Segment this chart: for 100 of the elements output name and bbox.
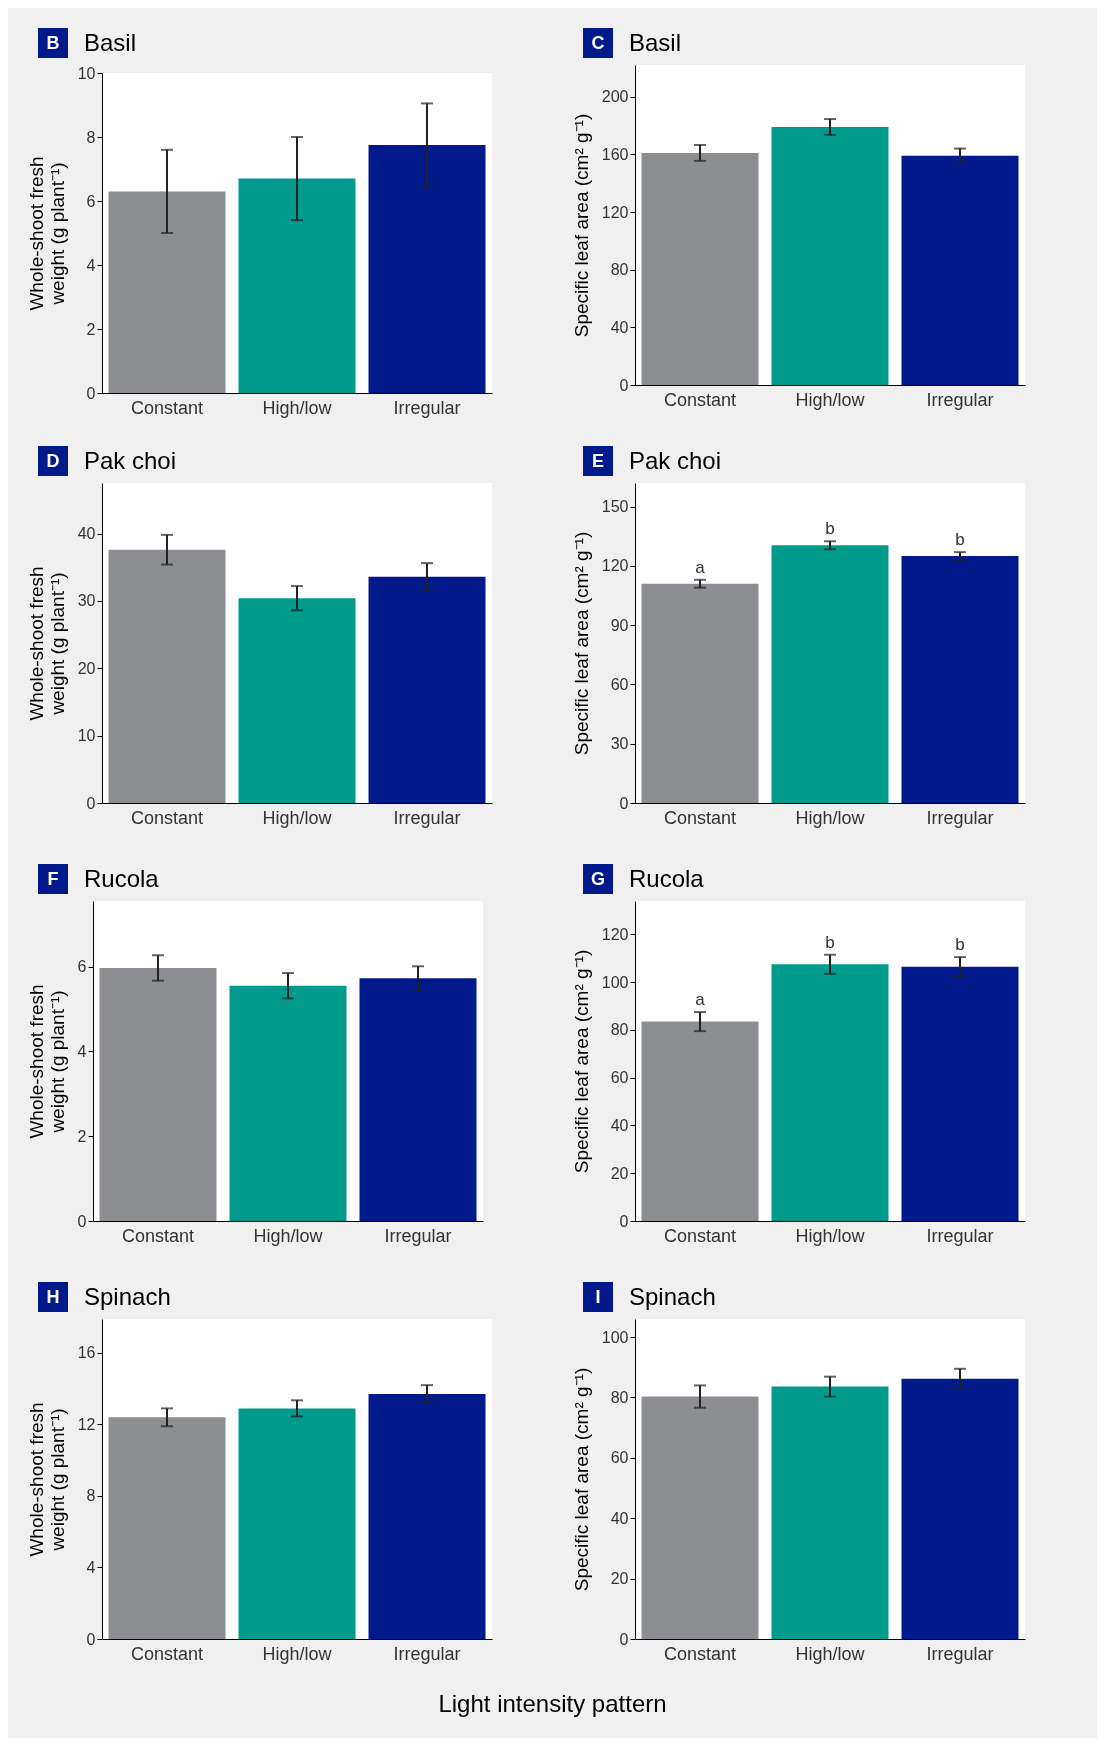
y-tick-label: 4 [86, 256, 96, 274]
y-axis-title: Whole-shoot fresh weight (g plant⁻¹) [25, 566, 68, 721]
y-axis-title: Specific leaf area (cm² g⁻¹) [570, 1367, 592, 1592]
y-tick-label: 120 [601, 203, 629, 221]
text: B [38, 28, 68, 58]
y-tick-label: 40 [610, 318, 629, 336]
y-tick-label: 2 [77, 1127, 87, 1145]
y-tick-label: 8 [86, 1487, 96, 1505]
y-tick-label: 4 [77, 1042, 87, 1060]
y-axis-title: Specific leaf area (cm² g⁻¹) [570, 531, 592, 756]
bar [368, 1394, 486, 1639]
y-tick-label: 40 [610, 1509, 629, 1527]
bar [771, 964, 889, 1221]
bar [771, 126, 889, 385]
bar [238, 598, 356, 803]
y-tick-label: 12 [77, 1415, 96, 1433]
y-axis-title: Whole-shoot fresh weight (g plant⁻¹) [25, 156, 68, 311]
chart-title: Rucola [84, 865, 159, 893]
y-tick-label: 120 [601, 557, 629, 575]
y-tick-label: 2 [86, 320, 96, 338]
bar [641, 1021, 759, 1221]
bar [368, 145, 486, 393]
bar [771, 545, 889, 803]
chart-title: Rucola [629, 865, 704, 893]
x-tick-label: Constant [663, 807, 737, 828]
bar [108, 191, 226, 393]
chart-title: Basil [84, 29, 137, 57]
y-axis-title: Specific leaf area (cm² g⁻¹) [570, 949, 592, 1174]
y-tick-label: 80 [610, 1388, 629, 1406]
y-axis-title: Whole-shoot fresh weight (g plant⁻¹) [25, 1402, 68, 1557]
y-tick-label: 20 [610, 1570, 629, 1588]
text: G [583, 864, 613, 894]
text: I [583, 1282, 613, 1312]
x-tick-label: High/low [795, 1225, 866, 1246]
x-tick-label: High/low [795, 1643, 866, 1664]
y-tick-label: 0 [86, 384, 96, 402]
y-tick-label: 20 [77, 659, 96, 677]
x-tick-label: Constant [130, 397, 204, 418]
y-tick-label: 200 [601, 88, 629, 106]
bar [368, 576, 486, 803]
bar [238, 178, 356, 393]
x-tick-label: Constant [130, 807, 204, 828]
y-axis-title: Specific leaf area (cm² g⁻¹) [570, 113, 592, 338]
x-tick-label: Irregular [393, 807, 461, 828]
y-tick-label: 10 [77, 727, 96, 745]
annotation: b [825, 932, 835, 952]
annotation: b [955, 935, 965, 955]
x-tick-label: Constant [663, 1225, 737, 1246]
y-tick-label: 40 [610, 1116, 629, 1134]
text: C [583, 28, 613, 58]
y-axis-title: Whole-shoot fresh weight (g plant⁻¹) [25, 984, 68, 1139]
chart-title: Pak choi [84, 447, 177, 475]
x-tick-label: Constant [663, 389, 737, 410]
y-tick-label: 6 [77, 958, 87, 976]
y-tick-label: 0 [86, 1630, 96, 1648]
y-tick-label: 160 [601, 145, 629, 163]
y-tick-label: 80 [610, 1021, 629, 1039]
y-tick-label: 120 [601, 925, 629, 943]
y-tick-label: 8 [86, 128, 96, 146]
x-tick-label: High/low [795, 807, 866, 828]
annotation: a [695, 990, 706, 1010]
y-tick-label: 10 [77, 64, 96, 82]
y-tick-label: 90 [610, 616, 629, 634]
y-tick-label: 100 [601, 973, 629, 991]
x-axis-title: Light intensity pattern [437, 1689, 668, 1719]
bar [238, 1408, 356, 1639]
y-tick-label: 30 [610, 735, 629, 753]
x-tick-label: Irregular [926, 389, 994, 410]
y-tick-label: 60 [610, 1449, 629, 1467]
x-tick-label: Irregular [926, 807, 994, 828]
y-tick-label: 0 [77, 1212, 87, 1230]
bar [108, 1417, 226, 1639]
y-tick-label: 16 [77, 1344, 96, 1362]
bar [901, 556, 1019, 803]
bar [641, 152, 759, 385]
x-tick-label: Constant [130, 1643, 204, 1664]
x-tick-label: High/low [262, 807, 333, 828]
x-tick-label: Irregular [384, 1225, 452, 1246]
text: H [38, 1282, 68, 1312]
x-tick-label: High/low [262, 397, 333, 418]
chart-title: Basil [629, 29, 682, 57]
y-tick-label: 40 [77, 525, 96, 543]
x-tick-label: Constant [663, 1643, 737, 1664]
text: E [583, 446, 613, 476]
annotation: a [695, 557, 706, 577]
chart-title: Spinach [84, 1283, 171, 1311]
x-tick-label: Irregular [926, 1225, 994, 1246]
text: F [38, 864, 68, 894]
bar [901, 966, 1019, 1221]
annotation: b [955, 530, 965, 550]
y-tick-label: 0 [86, 794, 96, 812]
y-tick-label: 80 [610, 261, 629, 279]
bar [901, 155, 1019, 385]
bar [641, 583, 759, 803]
x-tick-label: High/low [253, 1225, 324, 1246]
bar [108, 549, 226, 803]
chart-title: Pak choi [629, 447, 722, 475]
y-tick-label: 30 [77, 592, 96, 610]
y-tick-label: 150 [601, 498, 629, 516]
y-tick-label: 60 [610, 675, 629, 693]
